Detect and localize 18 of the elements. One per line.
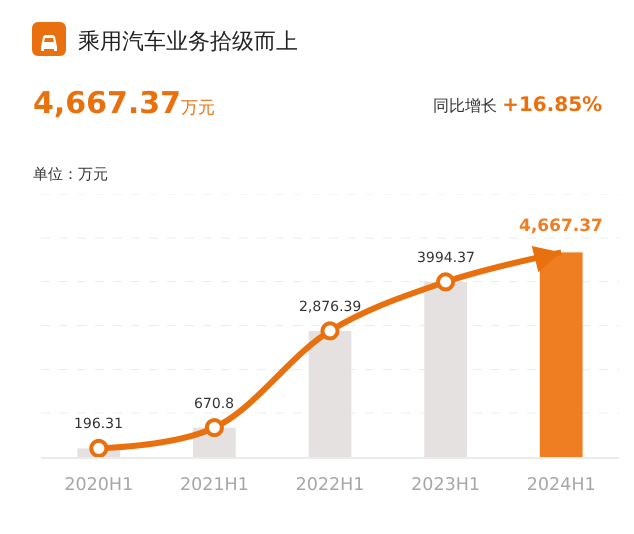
point <box>436 272 456 292</box>
x-tick-label: 2023H1 <box>411 475 480 495</box>
point <box>89 438 108 458</box>
data-label: 670.8 <box>194 396 234 412</box>
data-label: 196.31 <box>74 416 123 432</box>
text: 同比增长 +16.85% <box>433 92 602 116</box>
point <box>320 321 340 340</box>
data-label: 3994.37 <box>417 250 475 266</box>
data-label: 4,667.37 <box>519 216 603 236</box>
x-tick-label: 2024H1 <box>526 475 596 495</box>
point <box>204 418 224 438</box>
chart-title: 乘用汽车业务拾级而上 <box>78 30 298 55</box>
text: 4,667.37万元 <box>33 86 216 121</box>
x-tick-label: 2021H1 <box>180 475 249 495</box>
y-axis-title: 单位：万元 <box>33 165 108 183</box>
x-tick-label: 2022H1 <box>296 475 364 495</box>
data-label: 2,876.39 <box>299 299 362 315</box>
x-tick-label: 2020H1 <box>64 475 134 495</box>
